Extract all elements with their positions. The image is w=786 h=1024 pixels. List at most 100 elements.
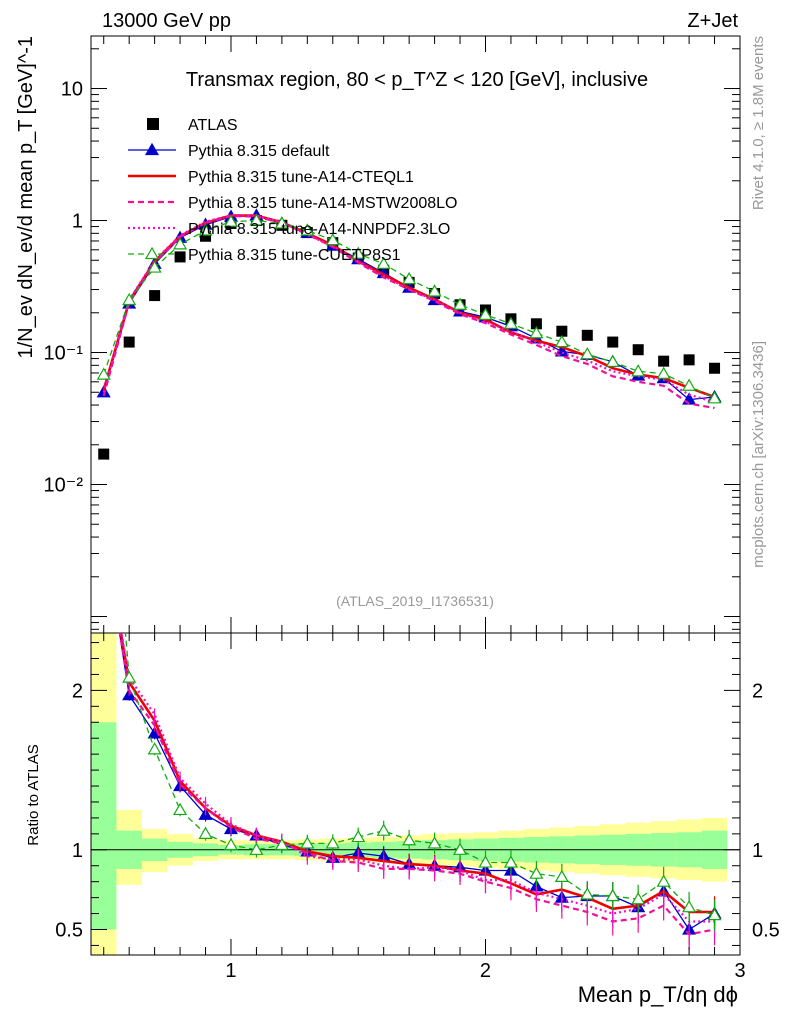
data-point-marker bbox=[96, 367, 111, 380]
ratio-y-axis-label: Ratio to ATLAS bbox=[25, 744, 42, 845]
ratio-point-marker bbox=[376, 823, 391, 836]
data-point-marker bbox=[656, 366, 671, 379]
data-point-marker bbox=[605, 354, 620, 367]
legend-entry: Pythia 8.315 tune-A14-MSTW2008LO bbox=[128, 195, 457, 212]
ratio-y-tick-label: 1 bbox=[72, 840, 83, 862]
ratio-point-marker bbox=[453, 842, 468, 855]
ratio-point-marker bbox=[605, 888, 620, 902]
ratio-point-marker bbox=[325, 836, 340, 849]
data-point-marker bbox=[529, 326, 544, 339]
ratio-point-marker bbox=[147, 742, 162, 755]
legend-marker bbox=[147, 118, 159, 130]
atlas-data-point bbox=[607, 336, 619, 348]
data-point-marker bbox=[122, 292, 137, 306]
atlas-data-point bbox=[683, 354, 695, 366]
data-point-marker bbox=[554, 334, 569, 348]
data-point-marker bbox=[503, 316, 518, 329]
legend-entry: Pythia 8.315 tune-CUETP8S1 bbox=[128, 246, 401, 264]
ratio-point-marker bbox=[503, 855, 518, 868]
ratio-point-marker bbox=[122, 670, 137, 683]
data-point-marker bbox=[274, 216, 289, 229]
atlas-data-point bbox=[200, 230, 212, 242]
data-point-marker bbox=[249, 213, 264, 226]
data-point-marker bbox=[173, 237, 188, 250]
data-point-marker bbox=[707, 391, 722, 404]
ratio-panel: 0.5 0.5 1 1 2 2 Ratio to ATLAS bbox=[25, 632, 780, 956]
ratio-point-marker bbox=[682, 899, 697, 913]
main-y-tick-label: 1 bbox=[72, 211, 83, 233]
x-tick-label: 1 bbox=[225, 960, 236, 982]
legend-entry: Pythia 8.315 tune-A14-CTEQL1 bbox=[128, 169, 414, 186]
main-y-tick-label: 10⁻² bbox=[44, 475, 84, 497]
ratio-point-marker bbox=[580, 887, 595, 900]
legend-label: Pythia 8.315 tune-A14-CTEQL1 bbox=[188, 169, 414, 186]
ratio-point-marker bbox=[656, 874, 671, 887]
data-point-marker bbox=[427, 284, 442, 297]
main-y-axis-label: 1/N_ev dN_ev/d mean p_T [GeV]^-1 bbox=[15, 36, 37, 359]
data-point-marker bbox=[453, 297, 468, 310]
legend-entry: Pythia 8.315 default bbox=[128, 142, 330, 160]
header-left: 13000 GeV pp bbox=[102, 10, 231, 32]
atlas-data-point bbox=[632, 344, 644, 356]
ratio-y-tick-label-right: 1 bbox=[752, 840, 763, 862]
analysis-watermark: (ATLAS_2019_I1736531) bbox=[336, 593, 494, 609]
header-right: Z+Jet bbox=[687, 10, 738, 32]
ratio-point-marker bbox=[707, 907, 722, 921]
ratio-point-marker bbox=[198, 826, 213, 839]
ratio-point-marker bbox=[631, 891, 646, 905]
legend-label: Pythia 8.315 tune-A14-NNPDF2.3LO bbox=[188, 221, 450, 238]
series-pythia-8-315-tune-a14-mstw2008lo bbox=[102, 214, 715, 410]
ratio-point-marker bbox=[274, 837, 289, 851]
ratio-series-pythia-8-315-tune-cuetp8s1 bbox=[122, 633, 722, 931]
ratio-point-marker bbox=[529, 866, 544, 879]
data-point-marker bbox=[631, 364, 646, 377]
data-point-marker bbox=[376, 256, 391, 269]
legend-label: Pythia 8.315 tune-A14-MSTW2008LO bbox=[188, 195, 457, 212]
legend-label: Pythia 8.315 default bbox=[188, 143, 330, 160]
main-y-tick-label: 10 bbox=[61, 79, 83, 101]
ratio-point-marker bbox=[427, 836, 442, 849]
data-point-marker bbox=[147, 260, 162, 273]
ratio-point-marker bbox=[223, 837, 239, 851]
data-point-marker bbox=[351, 246, 366, 259]
legend-marker bbox=[144, 246, 160, 260]
data-point-marker bbox=[682, 378, 697, 391]
band-segment bbox=[91, 722, 117, 930]
x-tick-label: 3 bbox=[734, 960, 745, 982]
ratio-point-marker bbox=[402, 833, 417, 846]
atlas-data-point bbox=[123, 336, 135, 348]
x-axis-label: Mean p_T/dη dϕ bbox=[578, 982, 738, 1007]
mcplots-side-label: mcplots.cern.ch [arXiv:1306.3436] bbox=[750, 341, 767, 568]
ratio-y-tick-label: 0.5 bbox=[55, 919, 83, 941]
main-y-tick-label: 10⁻¹ bbox=[44, 343, 84, 365]
data-point-marker bbox=[478, 307, 493, 320]
legend-label: ATLAS bbox=[188, 117, 238, 134]
ratio-point-marker bbox=[249, 842, 264, 855]
x-tick-label: 2 bbox=[480, 960, 491, 982]
data-point-marker bbox=[402, 271, 417, 285]
atlas-data-point bbox=[709, 362, 721, 374]
legend-marker bbox=[144, 142, 160, 156]
atlas-data-point bbox=[530, 318, 542, 330]
ratio-point-marker bbox=[478, 855, 493, 868]
series-line bbox=[102, 214, 715, 410]
ratio-point-marker bbox=[351, 829, 366, 843]
main-title: Transmax region, 80 < p_T^Z < 120 [GeV],… bbox=[186, 69, 648, 91]
atlas-data-point bbox=[556, 325, 568, 337]
atlas-data-point bbox=[658, 355, 670, 367]
ratio-y-tick-label-right: 2 bbox=[752, 680, 763, 702]
legend-label: Pythia 8.315 tune-CUETP8S1 bbox=[188, 247, 401, 264]
ratio-y-tick-label-right: 0.5 bbox=[752, 919, 780, 941]
atlas-data-point bbox=[174, 251, 186, 263]
data-point-marker bbox=[300, 223, 315, 236]
main-panel: 10⁻² 10⁻¹ 1 10 Transmax region, 80 < p_T^Z … bbox=[15, 35, 741, 634]
legend-entry: ATLAS bbox=[147, 117, 238, 134]
data-point-marker bbox=[198, 223, 213, 236]
ratio-y-tick-label: 2 bbox=[72, 680, 83, 702]
data-point-marker bbox=[325, 232, 340, 246]
ratio-point-marker bbox=[173, 802, 188, 816]
data-point-marker bbox=[580, 347, 595, 360]
data-point-marker bbox=[223, 214, 239, 227]
ratio-point-marker bbox=[300, 836, 315, 849]
